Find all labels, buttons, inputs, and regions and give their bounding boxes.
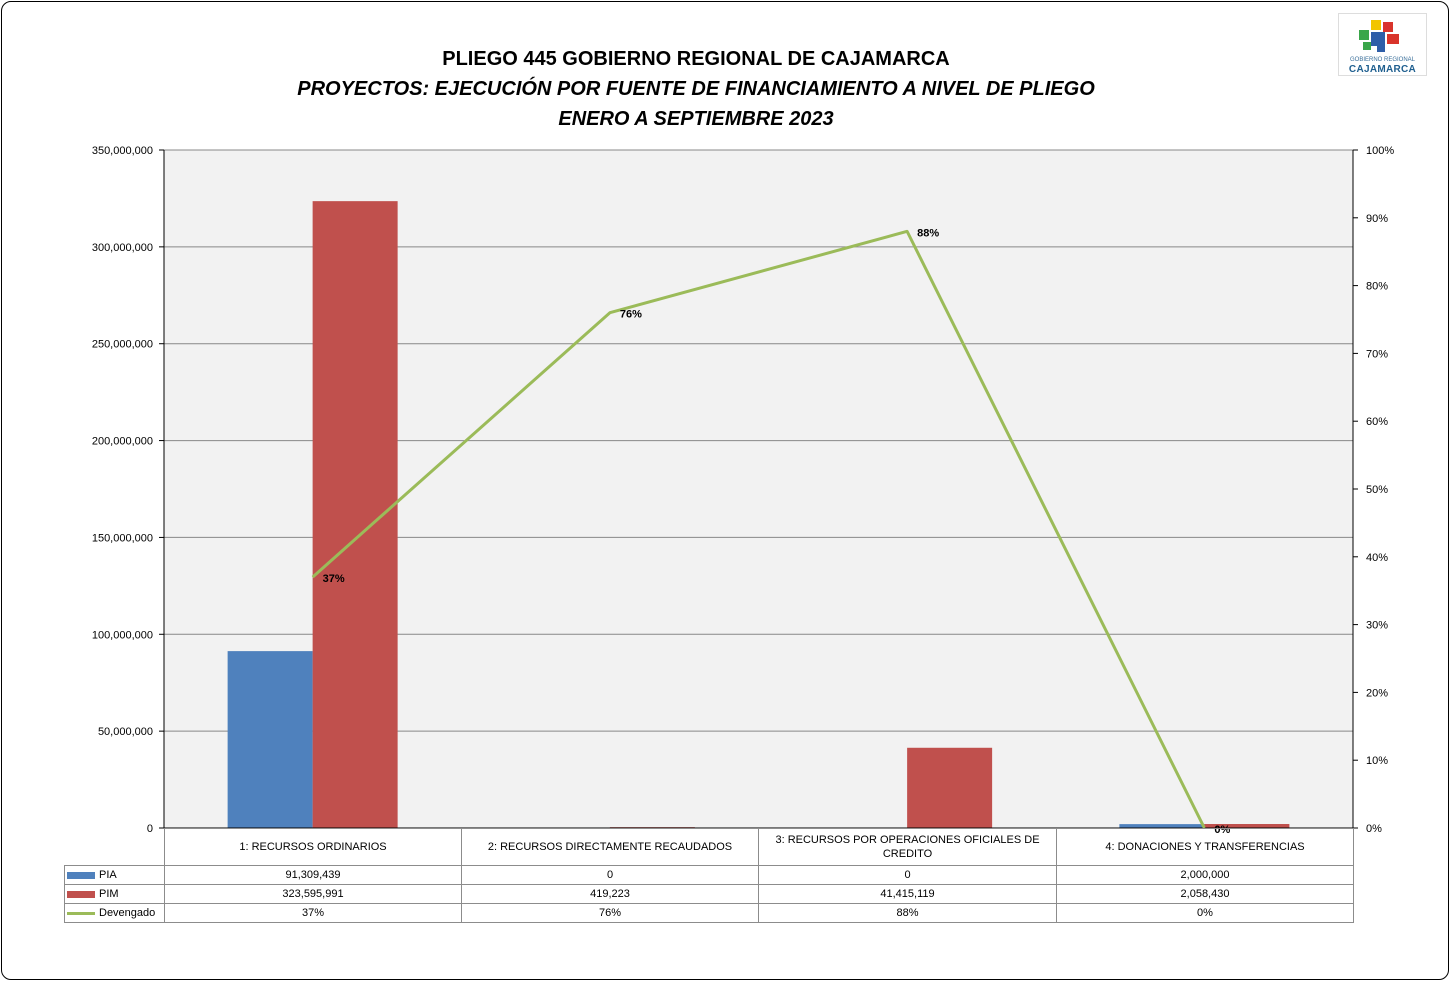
pim-swatch-icon: [67, 890, 95, 898]
table-cell: 2,000,000: [1056, 865, 1354, 885]
table-cell: 88%: [758, 903, 1057, 923]
logo-name: CAJAMARCA: [1348, 64, 1417, 75]
y-tick-label: 0: [147, 823, 153, 835]
y-tick-label: 300,000,000: [92, 242, 153, 254]
table-cell: 0%: [1056, 903, 1354, 923]
table-cell: 323,595,991: [164, 884, 462, 904]
y2-tick-label: 10%: [1366, 755, 1388, 767]
table-corner: [65, 829, 165, 866]
table-cell: 37%: [164, 903, 462, 923]
logo-small-text: GOBIERNO REGIONAL: [1349, 57, 1415, 63]
y2-tick-label: 30%: [1366, 620, 1388, 632]
bar-pia: [1119, 824, 1205, 828]
legend-key-pim: PIM: [64, 884, 165, 904]
category-label: 2: RECURSOS DIRECTAMENTE RECAUDADOS: [461, 828, 759, 866]
devengado-line-icon: [67, 911, 95, 915]
chart-subtitle: PROYECTOS: EJECUCIÓN POR FUENTE DE FINAN…: [297, 78, 1095, 100]
cajamarca-emblem-icon: [1359, 20, 1399, 52]
y2-tick-label: 90%: [1366, 213, 1388, 225]
y2-tick-label: 80%: [1366, 281, 1388, 293]
y-tick-label: 200,000,000: [92, 436, 153, 448]
category-label: 1: RECURSOS ORDINARIOS: [164, 828, 462, 866]
devengado-line: [311, 229, 1206, 829]
table-cell: 76%: [461, 903, 759, 923]
legend-key-devengado: Devengado: [64, 903, 165, 923]
devengado-data-label: 37%: [323, 573, 345, 585]
chart-titles: PLIEGO 445 GOBIERNO REGIONAL DE CAJAMARC…: [0, 44, 1392, 134]
y2-tick-label: 50%: [1366, 484, 1388, 496]
table-header-row: 1: RECURSOS ORDINARIOS 2: RECURSOS DIREC…: [65, 828, 1354, 866]
y2-tick-label: 20%: [1366, 687, 1388, 699]
table-row-pim: PIM 323,595,991 419,223 41,415,119 2,058…: [64, 884, 1354, 904]
chart-title: PLIEGO 445 GOBIERNO REGIONAL DE CAJAMARC…: [442, 48, 950, 70]
bar-pim: [907, 747, 993, 828]
table-cell: 41,415,119: [758, 884, 1057, 904]
category-label: 4: DONACIONES Y TRANSFERENCIAS: [1056, 828, 1354, 866]
y-tick-label: 50,000,000: [98, 726, 153, 738]
table-row-devengado: Devengado 37% 76% 88% 0%: [64, 903, 1354, 923]
legend-key-pia: PIA: [64, 865, 165, 885]
table-row-pia: PIA 91,309,439 0 0 2,000,000: [64, 865, 1354, 885]
y2-tick-label: 60%: [1366, 416, 1388, 428]
bar-pim: [1204, 824, 1290, 828]
table-cell: 2,058,430: [1056, 884, 1354, 904]
table-cell: 0: [461, 865, 759, 885]
table-cell: 0: [758, 865, 1057, 885]
category-label: 3: RECURSOS POR OPERACIONES OFICIALES DE…: [758, 828, 1057, 866]
devengado-data-label: 88%: [917, 227, 939, 239]
y-tick-label: 350,000,000: [92, 145, 153, 157]
y2-tick-label: 40%: [1366, 552, 1388, 564]
pia-swatch-icon: [67, 871, 95, 879]
y2-tick-label: 0%: [1366, 823, 1382, 835]
chart-period: ENERO A SEPTIEMBRE 2023: [558, 108, 834, 130]
y-tick-label: 250,000,000: [92, 339, 153, 351]
bar-pia: [227, 651, 313, 828]
y-tick-label: 150,000,000: [92, 532, 153, 544]
table-cell: 91,309,439: [164, 865, 462, 885]
table-cell: 419,223: [461, 884, 759, 904]
y-tick-label: 100,000,000: [92, 629, 153, 641]
y2-tick-label: 70%: [1366, 348, 1388, 360]
cajamarca-logo: GOBIERNO REGIONAL CAJAMARCA: [1338, 13, 1427, 76]
data-table: 1: RECURSOS ORDINARIOS 2: RECURSOS DIREC…: [64, 828, 1354, 923]
y2-tick-label: 100%: [1366, 145, 1394, 157]
devengado-data-label: 76%: [620, 309, 642, 321]
